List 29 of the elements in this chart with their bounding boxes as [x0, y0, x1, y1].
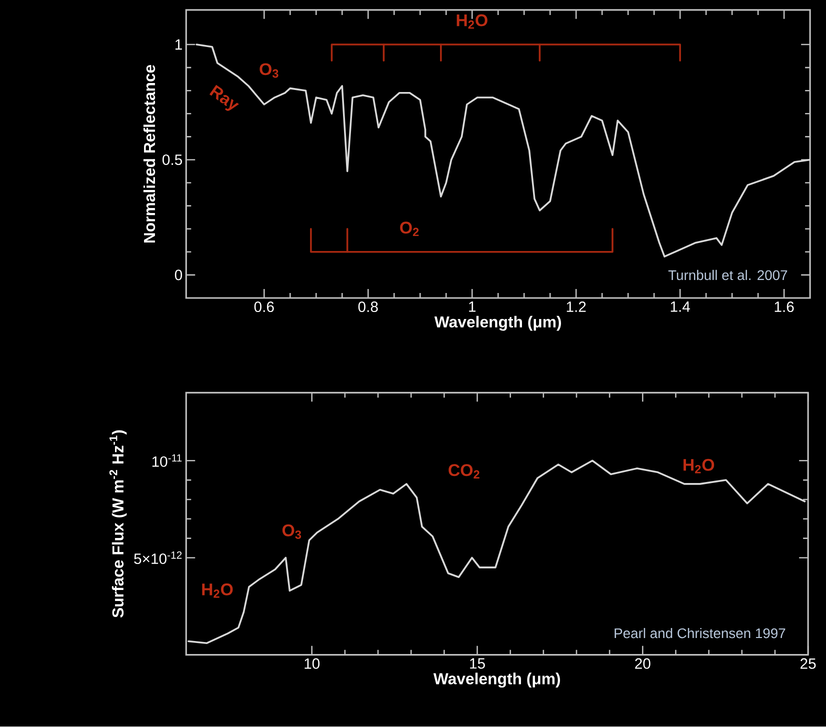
annotation: CO$_{2}$	[448, 464, 480, 479]
x-tick-label: 10	[304, 658, 320, 670]
x-axis-title: Wavelength (μm)	[433, 672, 560, 688]
x-tick-label: 1.2	[566, 302, 586, 312]
x-tick-label: 20	[635, 658, 650, 670]
annotation: H$_{2}$O	[456, 14, 488, 29]
x-tick-label: 0.6	[254, 302, 274, 312]
annotation: Ray	[210, 85, 239, 112]
y-axis-title: Surface Flux (W m$^{-2}$ Hz$^{-1}$)	[109, 430, 127, 618]
annotation: H$_{2}$O	[202, 584, 233, 598]
y-axis-title: Normalized Reflectance	[143, 65, 156, 243]
x-tick-label: 25	[800, 658, 816, 670]
x-tick-label: 0.8	[358, 302, 378, 312]
x-tick-label: 1.4	[670, 302, 690, 312]
y-tick-label: 0.5	[162, 154, 182, 166]
annotation: Pearl and Christensen 1997	[614, 628, 786, 638]
y-tick-label: 1	[175, 40, 182, 50]
x-tick-label: 1	[469, 302, 476, 312]
x-tick-label: 15	[470, 658, 485, 669]
y-tick-label: 0	[174, 270, 182, 280]
annotation: Turnbull et al. 2007	[668, 270, 788, 280]
annotation: H$_{2}$O	[684, 459, 714, 474]
y-tick-label: 10$^{-11}$	[152, 454, 182, 468]
annotation: O$_{3}$	[260, 63, 278, 78]
x-axis-title: Wavelength (μm)	[434, 316, 562, 331]
x-tick-label: 1.6	[774, 302, 794, 312]
annotation: O$_{3}$	[282, 524, 302, 540]
y-tick-label: 5×10$^{-12}$	[134, 552, 182, 564]
annotation: O$_{2}$	[400, 222, 419, 236]
